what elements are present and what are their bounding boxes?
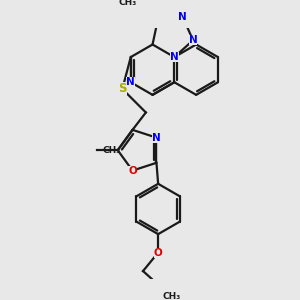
Text: O: O xyxy=(154,248,163,258)
Text: CH₃: CH₃ xyxy=(162,292,181,300)
Text: O: O xyxy=(128,166,137,176)
Text: CH₃: CH₃ xyxy=(103,146,121,155)
Text: N: N xyxy=(126,77,135,87)
Text: N: N xyxy=(152,133,161,142)
Text: S: S xyxy=(118,82,127,95)
Text: N: N xyxy=(170,52,179,62)
Text: CH₃: CH₃ xyxy=(119,0,137,7)
Text: N: N xyxy=(189,35,197,45)
Text: N: N xyxy=(178,12,187,22)
